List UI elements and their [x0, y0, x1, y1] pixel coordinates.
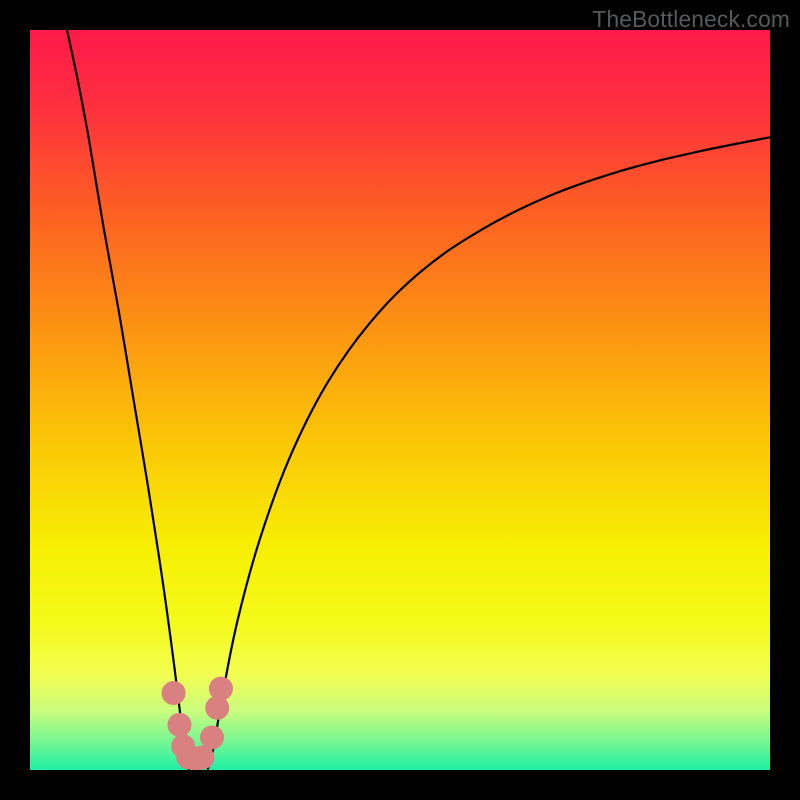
marker-point: [162, 681, 186, 705]
chart-frame: TheBottleneck.com: [0, 0, 800, 800]
gradient-background: [30, 30, 770, 770]
plot-area: [30, 30, 770, 770]
watermark-text: TheBottleneck.com: [592, 6, 790, 33]
marker-point: [200, 725, 224, 749]
marker-point: [209, 677, 233, 701]
bottleneck-curve-chart: [30, 30, 770, 770]
marker-point: [167, 713, 191, 737]
